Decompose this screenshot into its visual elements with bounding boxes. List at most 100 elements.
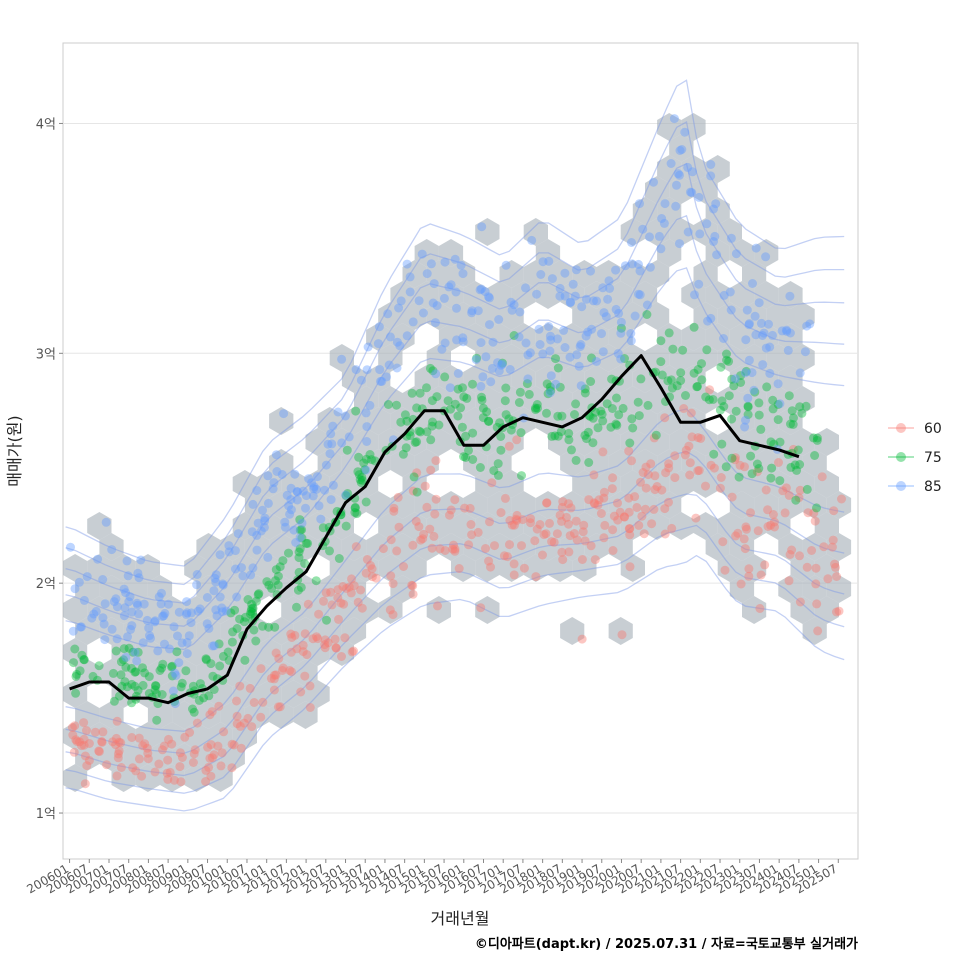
scatter-point-85 [601,312,611,322]
hexbin-cell [814,428,839,456]
scatter-point-60 [308,634,318,644]
hexbin-cell [729,449,755,477]
hexbin-cell [717,344,742,372]
scatter-point-60 [781,483,791,493]
hexbin-cell [87,554,112,582]
scatter-point-60 [286,629,296,639]
scatter-point-85 [453,368,463,378]
scatter-point-85 [758,331,767,340]
hexbin-cell [451,260,476,288]
scatter-point-60 [638,468,648,477]
scatter-point-85 [153,646,163,656]
hexbin-cell [414,281,439,309]
scatter-point-85 [765,342,775,352]
scatter-point-85 [107,545,117,555]
scatter-point-85 [263,498,273,508]
scatter-point-85 [709,204,718,214]
scatter-point-60 [552,529,562,539]
scatter-point-85 [362,365,372,375]
scatter-point-60 [787,545,797,555]
scatter-point-85 [168,686,178,696]
scatter-point-60 [684,441,694,451]
hexbin-cell [135,680,160,708]
scatter-point-60 [269,685,279,695]
hexbin-cell [596,428,621,456]
scatter-point-85 [154,592,164,602]
scatter-point-75 [167,661,177,671]
hexbin-cell [281,512,306,540]
scatter-point-60 [613,515,623,525]
scatter-point-85 [675,170,684,180]
scatter-point-60 [333,585,343,595]
scatter-point-75 [722,355,732,365]
hexbin-cell [147,617,173,645]
scatter-point-75 [155,666,165,675]
scatter-point-85 [546,371,556,381]
scatter-point-60 [467,530,477,540]
scatter-point-75 [524,389,534,399]
scatter-point-75 [666,375,676,385]
scatter-point-60 [232,719,242,729]
hexbin-cell [135,554,160,582]
scatter-point-85 [365,400,375,410]
scatter-point-60 [205,710,215,720]
scatter-point-60 [287,667,296,677]
scatter-point-75 [292,602,301,612]
hexbin-cell [196,575,221,603]
scatter-point-85 [177,638,187,648]
scatter-point-75 [614,410,624,420]
scatter-point-75 [607,374,617,384]
scatter-point-60 [609,511,619,521]
scatter-point-60 [487,478,497,488]
scatter-point-75 [214,639,224,649]
scatter-point-85 [277,470,287,479]
hexbin-cell [220,617,245,645]
legend-key [896,423,906,433]
scatter-point-60 [180,732,190,742]
scatter-point-60 [450,544,460,554]
scatter-point-75 [228,627,238,637]
scatter-point-60 [812,599,822,609]
scatter-point-60 [349,646,358,656]
scatter-point-75 [746,451,756,461]
scatter-point-60 [763,505,773,515]
scatter-point-85 [132,598,142,608]
hexbin-cell [742,344,767,372]
scatter-point-60 [693,466,703,476]
scatter-point-60 [526,514,535,524]
scatter-point-60 [249,698,259,707]
scatter-point-85 [706,313,716,323]
legend-label: 85 [924,479,942,495]
scatter-point-75 [72,669,82,679]
hexbin-cell [232,512,257,540]
hexbin-cell [669,344,694,372]
scatter-point-75 [501,410,511,420]
scatter-point-75 [496,432,506,441]
hexbin-cell [693,344,718,372]
scatter-point-85 [725,287,735,297]
scatter-point-75 [672,381,682,391]
hexbin-cell [99,575,124,603]
scatter-point-85 [440,338,450,348]
scatter-point-75 [607,404,617,413]
scatter-point-85 [325,449,335,459]
scatter-point-60 [542,498,552,508]
hexbin-cell [669,176,694,204]
hexbin-cell [778,407,803,435]
scatter-point-60 [158,745,167,755]
hexbin-cell [341,575,367,603]
scatter-point-60 [367,564,377,574]
scatter-point-75 [311,576,321,586]
scatter-point-60 [386,535,396,545]
scatter-point-60 [273,702,283,712]
scatter-point-85 [756,318,766,328]
scatter-point-60 [634,520,644,530]
scatter-point-85 [211,577,221,587]
hexbin-cell [232,470,257,498]
scatter-point-60 [566,503,576,513]
scatter-point-75 [697,359,706,369]
scatter-point-60 [399,562,408,571]
scatter-point-60 [831,562,840,572]
scatter-point-60 [664,463,674,473]
scatter-point-75 [762,382,772,392]
